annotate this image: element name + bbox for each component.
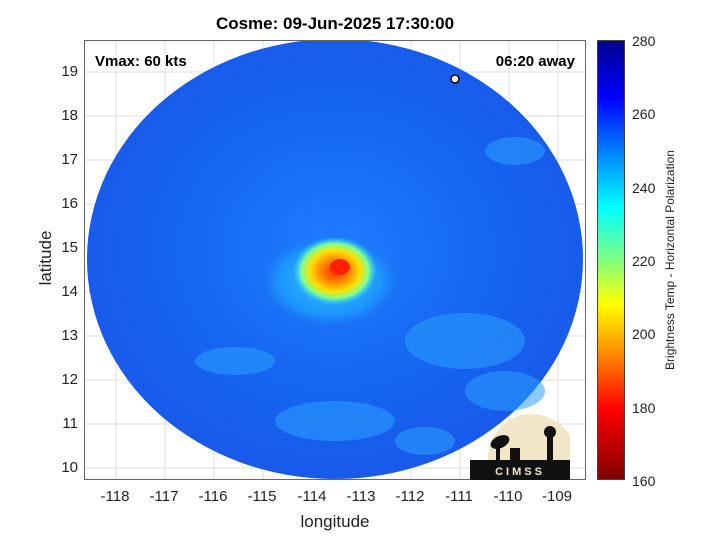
y-tick-label: 14	[61, 283, 78, 300]
cimss-logo: CIMSS	[470, 414, 570, 480]
x-tick-label: -111	[445, 488, 473, 505]
x-axis-label: longitude	[300, 512, 370, 531]
x-tick-label: -118	[100, 488, 130, 505]
time-away-label: 06:20 away	[495, 53, 575, 70]
x-tick-label: -112	[395, 488, 425, 505]
microwave-imagery	[85, 41, 585, 479]
colorbar-tick-label: 280	[632, 33, 656, 49]
y-tick-label: 15	[61, 239, 78, 256]
y-tick-label: 11	[62, 415, 78, 432]
x-tick-label: -113	[346, 488, 376, 505]
colorbar-tick-label: 220	[632, 253, 656, 269]
y-tick-label: 19	[61, 63, 78, 80]
x-tick-label: -117	[149, 488, 179, 505]
x-tick-label: -116	[198, 488, 228, 505]
colorbar-tick-label: 240	[632, 180, 656, 196]
colorbar-tick-label: 160	[632, 473, 656, 489]
colorbar-label: Brightness Temp - Horizontal Polarizatio…	[663, 150, 677, 370]
x-tick-label: -110	[493, 488, 523, 505]
y-tick-label: 13	[61, 327, 78, 344]
y-axis-label: latitude	[36, 230, 55, 286]
vmax-label: Vmax: 60 kts	[95, 53, 187, 70]
cimss-logo-text: CIMSS	[495, 466, 545, 478]
y-tick-label: 18	[61, 107, 78, 124]
colorbar-tick-label: 260	[632, 106, 656, 122]
y-tick-label: 10	[61, 459, 78, 476]
y-tick-label: 16	[61, 195, 78, 212]
y-tick-label: 12	[61, 371, 78, 388]
map-plot-area: Vmax: 60 kts 06:20 away	[84, 40, 586, 480]
colorbar-tick-label: 180	[632, 400, 656, 416]
y-tick-label: 17	[61, 151, 78, 168]
colorbar	[597, 40, 625, 480]
x-tick-label: -115	[247, 488, 277, 505]
x-tick-label: -114	[297, 488, 327, 505]
map-title: Cosme: 09-Jun-2025 17:30:00	[215, 14, 455, 33]
x-tick-label: -109	[541, 488, 573, 505]
colorbar-tick-label: 200	[632, 326, 656, 342]
